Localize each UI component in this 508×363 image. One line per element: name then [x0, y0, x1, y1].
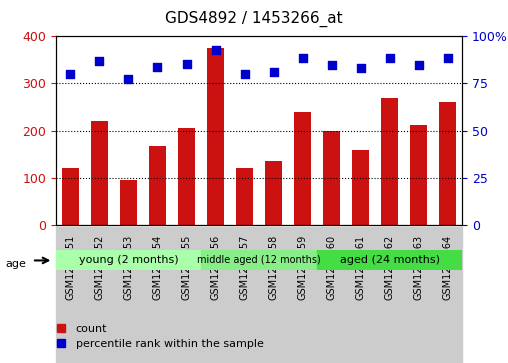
Bar [346, 227, 375, 363]
Bar [56, 227, 85, 363]
Legend: count, percentile rank within the sample: count, percentile rank within the sample [51, 319, 268, 354]
Point [67, 71, 75, 77]
Bar [114, 227, 143, 363]
Point [299, 55, 307, 61]
Bar [404, 227, 433, 363]
Point [357, 65, 365, 71]
Bar [178, 129, 195, 225]
Point [124, 76, 133, 82]
Bar [265, 161, 282, 225]
Bar [201, 227, 230, 363]
Point [386, 55, 394, 61]
Point [270, 69, 278, 75]
Bar [61, 168, 79, 225]
Text: young (2 months): young (2 months) [79, 256, 178, 265]
Bar [207, 48, 224, 225]
Point [415, 62, 423, 68]
Bar [352, 151, 369, 225]
Point [328, 62, 336, 68]
Bar [201, 250, 317, 270]
Bar [120, 180, 137, 225]
Point [211, 48, 219, 53]
Bar [172, 227, 201, 363]
Text: aged (24 months): aged (24 months) [340, 256, 440, 265]
Bar [288, 227, 317, 363]
Bar [375, 227, 404, 363]
Bar [56, 250, 201, 270]
Text: middle aged (12 months): middle aged (12 months) [197, 256, 321, 265]
Bar [410, 125, 427, 225]
Bar [259, 227, 288, 363]
Point [182, 61, 190, 66]
Bar [433, 227, 462, 363]
Bar [236, 168, 253, 225]
Point [443, 55, 452, 61]
Bar [294, 112, 311, 225]
Bar [230, 227, 259, 363]
Bar [149, 146, 166, 225]
Bar [439, 102, 457, 225]
Bar [91, 121, 108, 225]
Bar [317, 227, 346, 363]
Text: age: age [5, 259, 26, 269]
Text: GDS4892 / 1453266_at: GDS4892 / 1453266_at [165, 11, 343, 27]
Point [153, 65, 162, 70]
Point [96, 58, 104, 64]
Bar [317, 250, 462, 270]
Point [240, 71, 248, 77]
Bar [381, 98, 398, 225]
Bar [323, 131, 340, 225]
Bar [85, 227, 114, 363]
Bar [143, 227, 172, 363]
